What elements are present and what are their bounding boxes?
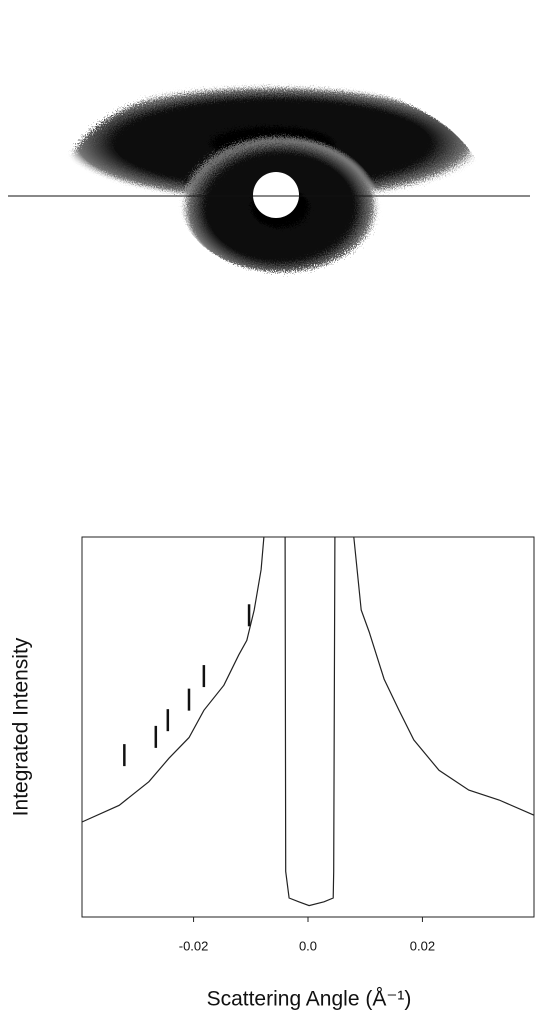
x-tick-label: 0.0 <box>299 938 317 953</box>
beam-stop <box>253 172 299 218</box>
intensity-line <box>81 536 535 907</box>
y-axis-label: Integrated Intensity <box>10 637 33 816</box>
x-tick-label: 0.02 <box>410 938 435 953</box>
x-tick-label: -0.02 <box>179 938 209 953</box>
plot-frame <box>81 536 535 918</box>
x-axis-label: Scattering Angle (Å⁻¹) <box>207 988 412 1011</box>
